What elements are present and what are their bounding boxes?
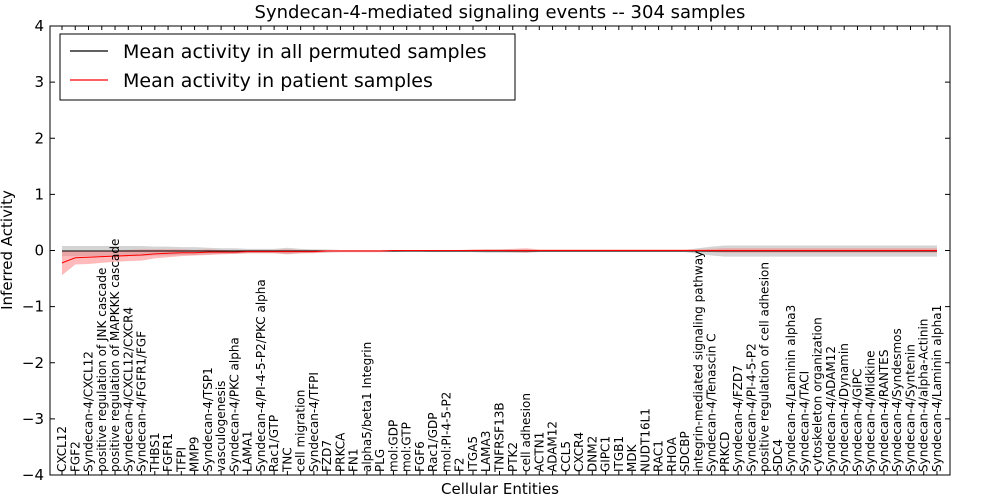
x-tick-label: positive regulation of cell adhesion: [758, 262, 772, 472]
x-tick-label: ITGA5: [466, 436, 480, 472]
x-tick-label: mol:GDP: [386, 420, 400, 472]
x-tick-label: Syndecan-4/PI-4-5-P2: [744, 343, 758, 472]
x-tick-label: Syndecan-4/Tenascin C: [705, 333, 719, 472]
x-tick-label: PLG: [373, 449, 387, 472]
x-tick-label: FGFR1: [161, 433, 175, 472]
x-tick-label: integrin-mediated signaling pathway: [691, 251, 705, 472]
x-tick-label: Syndecan-4/CXCL12: [82, 351, 96, 472]
x-tick-label: vasculogenesis: [214, 381, 228, 472]
x-tick-label: cell migration: [294, 390, 308, 472]
x-tick-label: Syndecan-4/FGFR1/FGF: [135, 331, 149, 472]
x-tick-label: SDC4: [771, 439, 785, 472]
x-tick-label: NUDT16L1: [638, 408, 652, 472]
x-tick-label: cell adhesion: [519, 393, 533, 472]
x-tick-label: MMP9: [188, 436, 202, 472]
x-tick-label: FGF2: [68, 441, 82, 472]
y-tick-label: 3: [34, 73, 44, 91]
x-tick-label: mol:GTP: [400, 422, 414, 472]
x-tick-label: Syndecan-4/Laminin alpha3: [784, 305, 798, 472]
x-tick-label: ITGB1: [612, 436, 626, 472]
x-tick-label: CXCR4: [572, 432, 586, 472]
x-tick-label: alpha5/beta1 Integrin: [360, 342, 374, 472]
x-tick-label: DNM2: [585, 436, 599, 472]
x-tick-label: CCL5: [559, 441, 573, 472]
x-tick-label: TFPI: [174, 447, 188, 473]
x-axis-title: Cellular Entities: [441, 480, 559, 498]
x-tick-label: SDCBP: [678, 431, 692, 472]
y-tick-label: 1: [34, 185, 44, 203]
x-tick-label: TNC: [280, 447, 294, 473]
x-tick-label: Syndecan-4/Laminin alpha1: [930, 305, 944, 472]
x-tick-label: Syndecan-4/TACI: [797, 371, 811, 472]
x-tick-label: PRKCA: [333, 432, 347, 472]
x-tick-label: RAC1: [652, 440, 666, 472]
legend-box: [59, 33, 516, 101]
x-tick-label: ADAM12: [546, 421, 560, 472]
x-tick-label: Syndecan-4/TSP1: [201, 367, 215, 472]
y-tick-label: 0: [34, 242, 44, 260]
x-tick-label: PRKCD: [718, 432, 732, 472]
x-tick-label: LAMA1: [241, 431, 255, 472]
y-tick-label: −1: [22, 298, 44, 316]
x-tick-label: Rac1/GDP: [426, 413, 440, 472]
x-tick-label: Syndecan-4/Syntenin: [903, 344, 917, 472]
x-tick-label: F2: [453, 457, 467, 472]
x-tick-label: THBS1: [148, 432, 162, 473]
x-tick-label: Syndecan-4/alpha-Actinin: [917, 319, 931, 472]
x-tick-label: Syndecan-4/FZD7: [731, 365, 745, 472]
y-tick-label: −4: [22, 466, 44, 484]
y-tick-label: −2: [22, 354, 44, 372]
x-tick-label: PTK2: [506, 442, 520, 472]
x-tick-label: RHOA: [665, 436, 679, 472]
x-tick-label: FN1: [347, 448, 361, 472]
y-tick-label: 2: [34, 129, 44, 147]
y-tick-label: 4: [34, 17, 44, 35]
x-tick-label: FGF6: [413, 441, 427, 472]
x-tick-label: GIPC1: [599, 436, 613, 472]
x-tick-label: mol:PI-4-5-P2: [439, 392, 453, 472]
x-tick-label: Syndecan-4/PKC alpha: [227, 337, 241, 472]
x-tick-label: ACTN1: [532, 432, 546, 472]
x-tick-label: Syndecan-4/RANTES: [877, 350, 891, 472]
x-tick-label: CXCL12: [55, 426, 69, 472]
x-tick-label: positive regulation of MAPKKK cascade: [108, 239, 122, 472]
x-tick-label: Syndecan-4/TFPI: [307, 372, 321, 472]
x-tick-label: cytoskeleton organization: [811, 317, 825, 472]
x-tick-label: positive regulation of JNK cascade: [95, 268, 109, 472]
legend-label-0: Mean activity in all permuted samples: [123, 41, 486, 63]
x-tick-label: Rac1/GTP: [267, 415, 281, 472]
x-tick-label: Syndecan-4/GIPC: [850, 369, 864, 472]
x-tick-label: TNFRSF13B: [493, 402, 507, 473]
x-tick-label: Syndecan-4/PI-4-5-P2/PKC alpha: [254, 279, 268, 472]
legend: Mean activity in all permuted samples Mea…: [59, 33, 516, 101]
series-1-line: [61, 250, 937, 264]
x-tick-label: LAMA3: [479, 431, 493, 472]
x-tick-label: Syndecan-4/CXCL12/CXCR4: [121, 307, 135, 472]
x-tick-label: Syndecan-4/Midkine: [864, 351, 878, 472]
legend-label-1: Mean activity in patient samples: [123, 70, 433, 92]
x-tick-label: Syndecan-4/ADAM12: [824, 346, 838, 472]
x-tick-label: Syndecan-4/Syndesmos: [890, 328, 904, 472]
x-tick-label: FZD7: [320, 440, 334, 472]
y-tick-label: −3: [22, 410, 44, 428]
x-tick-label: MDK: [625, 443, 639, 472]
x-tick-label: Syndecan-4/Dynamin: [837, 343, 851, 472]
chart-title: Syndecan-4-mediated signaling events -- …: [255, 2, 746, 23]
y-axis-title: Inferred Activity: [0, 190, 16, 310]
